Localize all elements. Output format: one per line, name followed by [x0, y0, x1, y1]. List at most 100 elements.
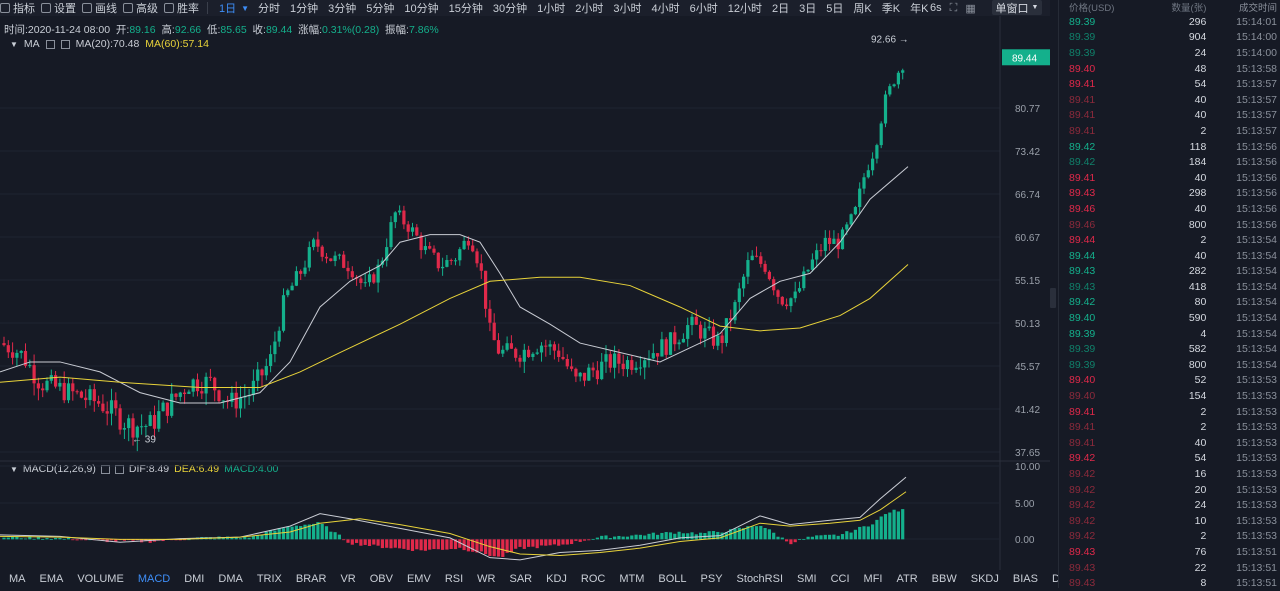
macd-bar	[234, 537, 238, 540]
interval-4[interactable]: 10分钟	[404, 3, 439, 15]
indicator-tab-obv[interactable]: OBV	[369, 573, 393, 585]
indicator-tab-dmi[interactable]: DMI	[184, 573, 205, 585]
indicator-tab-ma[interactable]: MA	[9, 573, 26, 585]
indicator-tab-emv[interactable]: EMV	[406, 573, 431, 585]
indicator-tab-cci[interactable]: CCI	[830, 573, 850, 585]
interval-14[interactable]: 3日	[799, 3, 817, 15]
interval-6[interactable]: 30分钟	[492, 3, 528, 15]
indicator-tab-volume[interactable]: VOLUME	[77, 573, 124, 585]
trade-price: 89.41	[1069, 171, 1096, 184]
tool-4[interactable]: 胜率	[164, 0, 205, 16]
interval-10[interactable]: 4小时	[651, 3, 680, 15]
indicator-tab-macd[interactable]: MACD	[137, 573, 171, 585]
interval-12[interactable]: 12小时	[727, 3, 763, 15]
macd-bar	[324, 526, 329, 540]
indicator-tab-kdj[interactable]: KDJ	[546, 573, 567, 585]
tool-2[interactable]: 画线	[82, 0, 123, 16]
candle-body	[290, 285, 294, 291]
change-value: 0.31%(0.28)	[322, 24, 380, 36]
chevron-down-icon[interactable]: ▼	[10, 464, 18, 474]
indicator-tab-rsi[interactable]: RSI	[444, 573, 464, 585]
indicator-tab-skdj[interactable]: SKDJ	[970, 573, 999, 585]
amp-value: 7.86%	[408, 24, 439, 36]
macd-bar	[286, 526, 290, 540]
trade-time: 15:13:56	[1236, 171, 1277, 184]
indicator-tab-trix[interactable]: TRIX	[256, 573, 282, 585]
indicator-tab-psy[interactable]: PSY	[700, 573, 723, 585]
tool-3[interactable]: 高级	[123, 0, 164, 16]
indicator-tab-mfi[interactable]: MFI	[863, 573, 883, 585]
interval-15[interactable]: 5日	[826, 3, 844, 15]
panel-collapse-handle[interactable]	[1050, 288, 1056, 308]
chevron-down-icon[interactable]: ▼	[241, 3, 250, 13]
indicator-tab-brar[interactable]: BRAR	[295, 573, 327, 585]
settings-icon[interactable]	[100, 464, 110, 474]
candle-body	[711, 326, 716, 346]
interval-13[interactable]: 2日	[772, 3, 790, 15]
candle-body	[372, 274, 376, 283]
window-mode-dropdown[interactable]: 单窗口 ▼	[992, 0, 1042, 15]
indicator-tab-ema[interactable]: EMA	[39, 573, 64, 585]
candle-body	[58, 382, 62, 387]
trade-qty: 10	[1194, 514, 1207, 527]
indicator-tab-atr[interactable]: ATR	[896, 573, 918, 585]
interval-9[interactable]: 3小时	[613, 3, 642, 15]
candle-body	[260, 369, 264, 376]
indicator-tab-roc[interactable]: ROC	[580, 573, 606, 585]
indicator-tab-wr[interactable]: WR	[477, 573, 496, 585]
interval-11[interactable]: 6小时	[689, 3, 718, 15]
interval-3[interactable]: 5分钟	[366, 3, 395, 15]
trade-time: 15:13:53	[1236, 390, 1277, 403]
settings-grid-icon[interactable]: ▦	[965, 2, 976, 15]
indicator-tab-stochrsi[interactable]: StochRSI	[736, 573, 784, 585]
macd-bar	[333, 532, 337, 540]
interval-8[interactable]: 2小时	[575, 3, 604, 15]
indicator-tab-smi[interactable]: SMI	[797, 573, 817, 585]
candle-body	[858, 188, 862, 208]
close-value: 89.44	[265, 24, 293, 36]
interval-5[interactable]: 15分钟	[448, 3, 483, 15]
trade-qty: 154	[1188, 390, 1207, 403]
close-icon[interactable]	[60, 39, 70, 49]
indicator-tab-bbw[interactable]: BBW	[931, 573, 957, 585]
candle-body	[879, 123, 883, 146]
interval-17[interactable]: 季K	[881, 3, 901, 15]
chevron-down-icon[interactable]: ▼	[10, 39, 18, 49]
trade-qty: 40	[1194, 171, 1207, 184]
macd-bar	[810, 536, 814, 540]
candle-body	[664, 339, 668, 355]
indicator-tab-boll[interactable]: BOLL	[658, 573, 687, 585]
candle-body	[625, 360, 630, 370]
macd-bar	[221, 537, 225, 540]
indicator-tab-vr[interactable]: VR	[340, 573, 356, 585]
trade-row: 89.40 154 15:13:53	[1059, 388, 1280, 404]
macd-bar	[428, 539, 432, 550]
interval-0[interactable]: 分时	[258, 3, 281, 15]
tool-1[interactable]: 设置	[41, 0, 82, 16]
trade-time: 15:13:54	[1236, 265, 1277, 278]
trade-qty: 4	[1200, 327, 1207, 340]
interval-7[interactable]: 1小时	[537, 3, 566, 15]
macd-bar	[780, 537, 784, 540]
interval-selected[interactable]: 1日	[219, 3, 237, 15]
indicator-tab-mtm[interactable]: MTM	[619, 573, 645, 585]
candle-body	[797, 288, 802, 292]
trade-qty: 40	[1194, 202, 1207, 215]
settings-icon[interactable]	[45, 39, 55, 49]
indicator-tab-bias[interactable]: BIAS	[1012, 573, 1038, 585]
close-icon[interactable]	[114, 464, 124, 474]
candle-body	[432, 248, 436, 253]
fullscreen-icon[interactable]: ⛶	[949, 1, 958, 14]
candle-body	[350, 271, 354, 278]
interval-2[interactable]: 3分钟	[328, 3, 357, 15]
tool-0[interactable]: 指标	[0, 0, 41, 16]
interval-1[interactable]: 1分钟	[290, 3, 319, 15]
indicator-tab-sar[interactable]: SAR	[509, 573, 533, 585]
trade-row: 89.39 296 15:14:01	[1059, 14, 1280, 30]
interval-16[interactable]: 周K	[853, 3, 872, 15]
macd-bar	[686, 533, 690, 540]
price-chart[interactable]: 80.77 73.42 66.74 60.67 55.15 50.13 45.57 41.42…	[0, 16, 1050, 570]
macd-bar	[496, 539, 501, 557]
indicator-tab-dma[interactable]: DMA	[218, 573, 243, 585]
interval-18[interactable]: 年K	[910, 3, 929, 15]
